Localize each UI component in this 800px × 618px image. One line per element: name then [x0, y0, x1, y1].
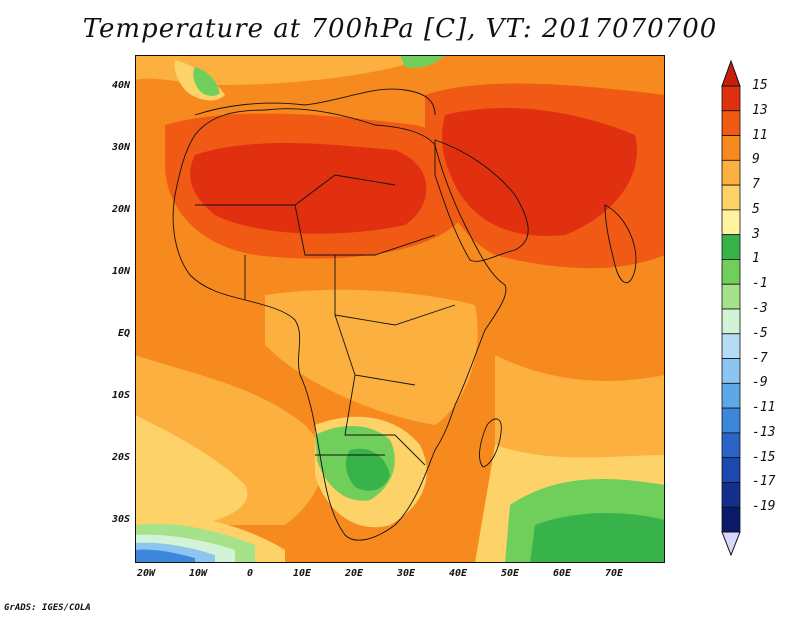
lon-label-10w: 10W [188, 568, 208, 579]
lat-label-30s: 30S [111, 514, 130, 525]
lat-label-20s: 20S [111, 452, 130, 463]
colorbar-label: 15 [752, 78, 768, 93]
colorbar-label: 3 [752, 226, 760, 242]
colorbar [721, 59, 741, 557]
colorbar-label: -1 [752, 276, 768, 292]
colorbar-swatch [721, 432, 741, 459]
colorbar-swatch [721, 159, 741, 186]
colorbar-swatch [721, 358, 741, 384]
colorbar-label: -5 [752, 325, 768, 341]
lat-label-eq: EQ [117, 328, 130, 339]
colorbar-label: -11 [752, 400, 776, 416]
colorbar-label: 5 [752, 201, 760, 217]
lon-label-40e: 40E [448, 568, 468, 579]
colorbar-label: -3 [752, 301, 768, 316]
colorbar-label: -17 [752, 474, 776, 490]
colorbar-label: -19 [752, 499, 776, 515]
lon-label-20w: 20W [136, 568, 156, 579]
lon-label-0: 0 [246, 568, 254, 579]
colorbar-swatch [721, 506, 741, 533]
colorbar-label: 9 [752, 152, 760, 168]
colorbar-label: -15 [752, 449, 776, 465]
colorbar-bottom-arrow [721, 531, 741, 557]
colorbar-swatch [721, 234, 741, 260]
colorbar-label: -13 [752, 424, 776, 440]
colorbar-label: 1 [752, 251, 760, 267]
lon-label-20e: 20E [344, 568, 364, 579]
lon-label-10e: 10E [292, 568, 312, 579]
colorbar-swatch [721, 308, 741, 335]
colorbar-swatch [721, 259, 741, 285]
credit-text: GrADS: IGES/COLA [4, 603, 91, 613]
colorbar-swatch [721, 184, 741, 211]
lat-label-30n: 30N [111, 142, 130, 153]
colorbar-label: 13 [752, 102, 768, 118]
colorbar-swatch [721, 209, 741, 236]
colorbar-swatch [721, 135, 741, 161]
colorbar-swatch [721, 283, 741, 310]
lat-label-10n: 10N [111, 266, 130, 277]
colorbar-swatch [721, 407, 741, 434]
lon-label-50e: 50E [500, 568, 520, 579]
coastlines [172, 88, 637, 541]
colorbar-swatch [721, 333, 741, 359]
lat-label-20n: 20N [111, 204, 130, 215]
colorbar-label: -9 [752, 375, 768, 391]
colorbar-label: -7 [752, 350, 768, 366]
colorbar-swatch [721, 85, 741, 112]
colorbar-swatch [721, 482, 741, 508]
colorbar-swatch [721, 382, 741, 409]
colorbar-label: 7 [752, 177, 760, 193]
lat-label-40n: 40N [111, 80, 130, 91]
lat-label-10s: 10S [111, 390, 130, 401]
colorbar-swatch [721, 110, 741, 136]
colorbar-swatch [721, 457, 741, 483]
lon-label-60e: 60E [552, 568, 572, 579]
colorbar-top-arrow [721, 59, 741, 87]
lon-label-30e: 30E [396, 568, 416, 579]
colorbar-label: 11 [752, 127, 768, 143]
map-title: Temperature at 700hPa [C], VT: 201707070… [82, 14, 718, 44]
temperature-map [135, 55, 665, 563]
lon-label-70e: 70E [604, 568, 624, 579]
